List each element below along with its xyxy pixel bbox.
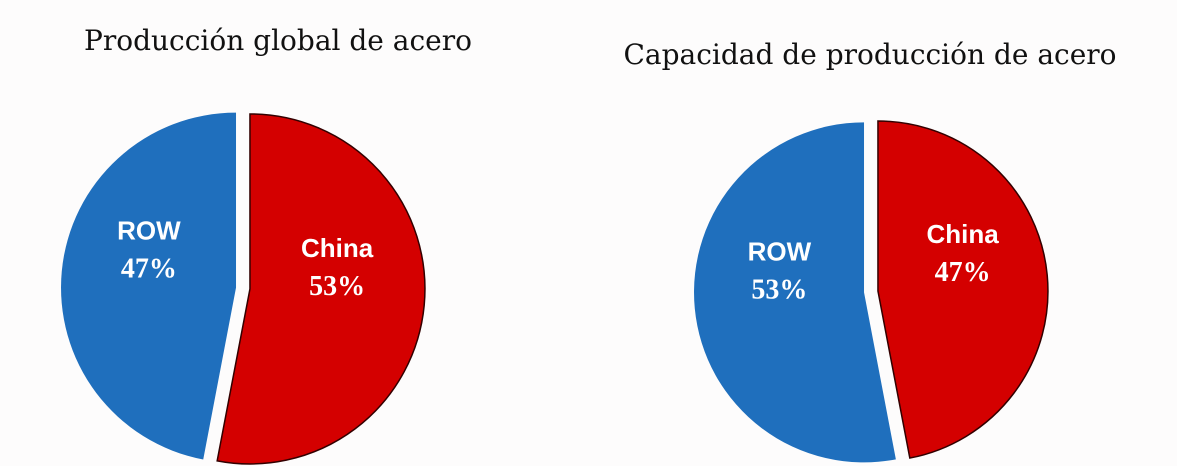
- chart-title: Producción global de acero: [84, 24, 472, 57]
- slice-label: 53%: [309, 271, 365, 302]
- pie-slice: [877, 120, 1049, 459]
- slice-category: ROW: [748, 236, 812, 266]
- pie-slice: [216, 113, 426, 465]
- slice-category: China: [301, 233, 374, 263]
- slice-category: ROW: [117, 215, 181, 245]
- slice-category: China: [926, 219, 999, 249]
- pie-slice: [694, 122, 896, 463]
- pie-slice: [61, 112, 237, 460]
- slice-label: 47%: [121, 253, 177, 284]
- slice-label: 47%: [935, 257, 991, 288]
- chart-title: Capacidad de producción de acero: [623, 38, 1116, 71]
- slice-label: 53%: [751, 274, 807, 305]
